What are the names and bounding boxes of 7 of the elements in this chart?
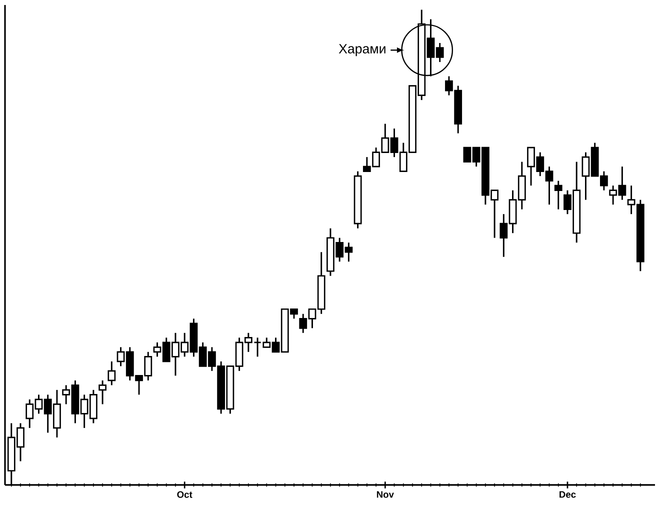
candlestick bbox=[108, 360, 116, 386]
x-tick-label: Dec bbox=[560, 491, 576, 498]
candlestick bbox=[554, 180, 562, 210]
candlestick bbox=[98, 380, 106, 405]
x-tick-label: Oct bbox=[177, 491, 192, 498]
x-tick-label: Nov bbox=[376, 491, 394, 498]
annotation: Харами bbox=[338, 44, 386, 56]
